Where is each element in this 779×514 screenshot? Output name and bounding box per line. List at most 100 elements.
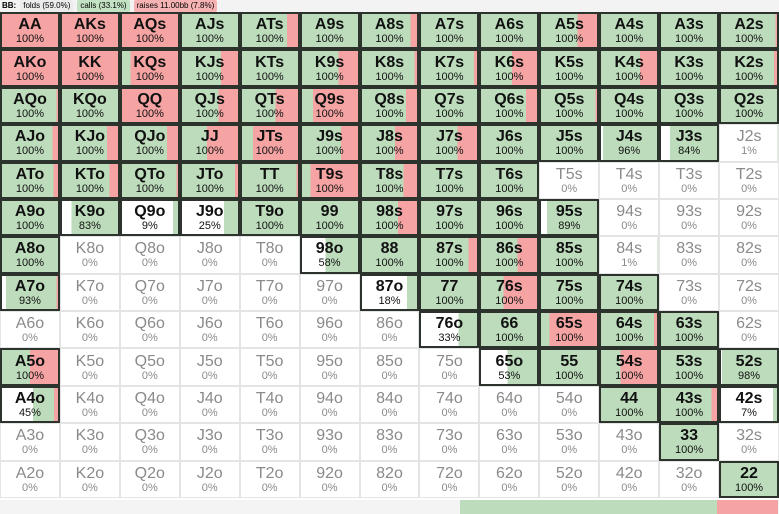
hand-cell[interactable]: J3s 84%	[659, 124, 720, 162]
hand-cell[interactable]: K4o 0%	[59, 385, 120, 424]
hand-cell[interactable]: 74s 100%	[599, 273, 660, 312]
hand-cell[interactable]: A3o 0%	[0, 423, 60, 461]
hand-cell[interactable]: Q6s 100%	[479, 86, 540, 125]
hand-cell[interactable]: T6s 100%	[479, 161, 540, 199]
hand-cell[interactable]: 65o 53%	[479, 348, 540, 386]
hand-cell[interactable]: T5s 0%	[539, 161, 600, 199]
hand-cell[interactable]: 85o 0%	[359, 348, 420, 386]
hand-cell[interactable]: K2s 100%	[719, 49, 779, 87]
hand-cell[interactable]: K6o 0%	[59, 311, 120, 349]
hand-cell[interactable]: J5s 100%	[539, 124, 600, 162]
hand-cell[interactable]: Q4s 100%	[599, 86, 660, 125]
hand-cell[interactable]: KJo 100%	[59, 124, 120, 162]
hand-cell[interactable]: K5o 0%	[59, 348, 120, 386]
hand-cell[interactable]: T4s 0%	[599, 161, 660, 199]
hand-cell[interactable]: Q9s 100%	[299, 86, 360, 125]
hand-cell[interactable]: T3o 0%	[239, 423, 300, 461]
hand-cell[interactable]: K8s 100%	[359, 49, 420, 87]
hand-cell[interactable]: A2s 100%	[719, 12, 779, 50]
hand-cell[interactable]: QTs 100%	[239, 86, 300, 125]
hand-cell[interactable]: 97o 0%	[299, 273, 360, 312]
hand-cell[interactable]: Q7o 0%	[119, 273, 180, 312]
hand-cell[interactable]: 33 100%	[659, 423, 720, 461]
hand-cell[interactable]: 76o 33%	[419, 311, 480, 349]
hand-cell[interactable]: QJs 100%	[179, 86, 240, 125]
hand-cell[interactable]: T2o 0%	[239, 460, 300, 498]
hand-cell[interactable]: A3s 100%	[659, 12, 720, 50]
hand-cell[interactable]: Q8o 0%	[119, 236, 180, 274]
hand-cell[interactable]: AJo 100%	[0, 124, 60, 162]
hand-cell[interactable]: T8o 0%	[239, 236, 300, 274]
hand-cell[interactable]: Q2s 100%	[719, 86, 779, 125]
hand-cell[interactable]: KTo 100%	[59, 161, 120, 199]
hand-cell[interactable]: 64o 0%	[479, 385, 540, 424]
hand-cell[interactable]: A8o 100%	[0, 236, 60, 274]
hand-cell[interactable]: 64s 100%	[599, 311, 660, 349]
hand-cell[interactable]: Q4o 0%	[119, 385, 180, 424]
hand-cell[interactable]: JTs 100%	[239, 124, 300, 162]
hand-cell[interactable]: 87o 18%	[359, 273, 420, 312]
hand-cell[interactable]: A7s 100%	[419, 12, 480, 50]
hand-cell[interactable]: 65s 100%	[539, 311, 600, 349]
hand-cell[interactable]: 86o 0%	[359, 311, 420, 349]
hand-cell[interactable]: 63o 0%	[479, 423, 540, 461]
hand-cell[interactable]: 55 100%	[539, 348, 600, 386]
hand-cell[interactable]: KQo 100%	[59, 86, 120, 125]
hand-cell[interactable]: 83s 0%	[659, 236, 720, 274]
hand-cell[interactable]: T8s 100%	[359, 161, 420, 199]
hand-cell[interactable]: 93s 0%	[659, 198, 720, 237]
hand-cell[interactable]: 82s 0%	[719, 236, 779, 274]
hand-cell[interactable]: 84s 1%	[599, 236, 660, 274]
hand-cell[interactable]: 99 100%	[299, 198, 360, 237]
hand-cell[interactable]: K3o 0%	[59, 423, 120, 461]
hand-cell[interactable]: Q2o 0%	[119, 460, 180, 498]
hand-cell[interactable]: 77 100%	[419, 273, 480, 312]
hand-cell[interactable]: 87s 100%	[419, 236, 480, 274]
hand-cell[interactable]: 94s 0%	[599, 198, 660, 237]
hand-cell[interactable]: 44 100%	[599, 385, 660, 424]
hand-cell[interactable]: J9s 100%	[299, 124, 360, 162]
hand-cell[interactable]: 73o 0%	[419, 423, 480, 461]
hand-cell[interactable]: 63s 100%	[659, 311, 720, 349]
hand-cell[interactable]: TT 100%	[239, 161, 300, 199]
hand-cell[interactable]: T4o 0%	[239, 385, 300, 424]
hand-cell[interactable]: K4s 100%	[599, 49, 660, 87]
hand-cell[interactable]: AKo 100%	[0, 49, 60, 87]
hand-cell[interactable]: KTs 100%	[239, 49, 300, 87]
hand-cell[interactable]: Q7s 100%	[419, 86, 480, 125]
hand-cell[interactable]: J8s 100%	[359, 124, 420, 162]
hand-cell[interactable]: 66 100%	[479, 311, 540, 349]
hand-cell[interactable]: Q5o 0%	[119, 348, 180, 386]
hand-cell[interactable]: 62o 0%	[479, 460, 540, 498]
hand-cell[interactable]: A7o 93%	[0, 273, 60, 312]
hand-cell[interactable]: 96s 100%	[479, 198, 540, 237]
hand-cell[interactable]: 97s 100%	[419, 198, 480, 237]
hand-cell[interactable]: 42s 7%	[719, 385, 779, 424]
hand-cell[interactable]: T9o 100%	[239, 198, 300, 237]
hand-cell[interactable]: 52o 0%	[539, 460, 600, 498]
hand-cell[interactable]: Q8s 100%	[359, 86, 420, 125]
hand-cell[interactable]: JTo 100%	[179, 161, 240, 199]
hand-cell[interactable]: 62s 0%	[719, 311, 779, 349]
hand-cell[interactable]: K8o 0%	[59, 236, 120, 274]
hand-cell[interactable]: KK 100%	[59, 49, 120, 87]
hand-cell[interactable]: T9s 100%	[299, 161, 360, 199]
hand-cell[interactable]: K9o 83%	[59, 198, 120, 237]
hand-cell[interactable]: KJs 100%	[179, 49, 240, 87]
hand-cell[interactable]: A9s 100%	[299, 12, 360, 50]
hand-cell[interactable]: A4o 45%	[0, 385, 60, 424]
hand-cell[interactable]: T6o 0%	[239, 311, 300, 349]
hand-cell[interactable]: J6s 100%	[479, 124, 540, 162]
hand-cell[interactable]: 88 100%	[359, 236, 420, 274]
hand-cell[interactable]: J9o 25%	[179, 198, 240, 237]
hand-cell[interactable]: Q6o 0%	[119, 311, 180, 349]
hand-cell[interactable]: K9s 100%	[299, 49, 360, 87]
hand-cell[interactable]: 53o 0%	[539, 423, 600, 461]
hand-cell[interactable]: 52s 98%	[719, 348, 779, 386]
hand-cell[interactable]: T3s 0%	[659, 161, 720, 199]
hand-cell[interactable]: Q3o 0%	[119, 423, 180, 461]
hand-cell[interactable]: 42o 0%	[599, 460, 660, 498]
hand-cell[interactable]: 96o 0%	[299, 311, 360, 349]
hand-cell[interactable]: 82o 0%	[359, 460, 420, 498]
hand-cell[interactable]: 72s 0%	[719, 273, 779, 312]
